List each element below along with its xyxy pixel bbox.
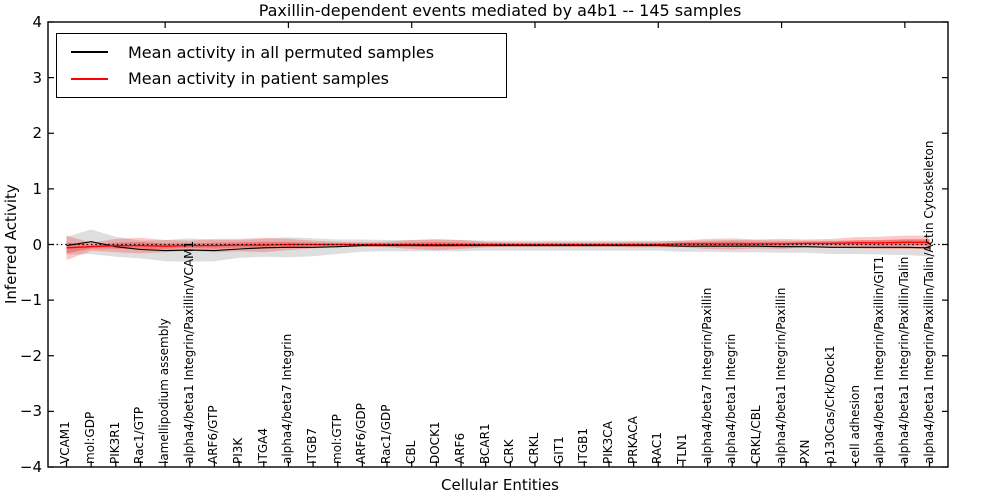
x-tick-label: CRKL/CBL [748, 405, 763, 464]
x-tick-label: ITGB1 [576, 427, 591, 464]
x-tick-label: ARF6/GDP [354, 403, 369, 464]
x-tick-label: cell adhesion [847, 385, 862, 464]
x-tick-label: alpha4/beta1 Integrin/Paxillin/Talin/Act… [921, 140, 936, 464]
x-tick-label: p130Cas/Crk/Dock1 [822, 345, 837, 464]
x-tick-label: CBL [403, 440, 418, 464]
y-tick-label: 0 [32, 235, 42, 254]
x-tick-label: mol:GTP [329, 414, 344, 464]
x-tick-label: Rac1/GTP [132, 406, 147, 464]
x-tick-label: lamellipodium assembly [157, 318, 172, 464]
legend: Mean activity in all permuted samples Me… [56, 33, 507, 98]
x-tick-label: ARF6/GTP [206, 405, 221, 464]
patient-line-swatch [71, 77, 108, 80]
x-tick-label: ARF6 [453, 432, 467, 464]
y-tick-label: −1 [19, 291, 42, 310]
y-tick-label: −3 [19, 402, 42, 421]
x-tick-label: alpha4/beta1 Integrin/Paxillin/GIT1 [872, 255, 887, 464]
x-tick-label: alpha4/beta1 Integrin/Paxillin [773, 287, 788, 464]
y-tick-label: 4 [32, 13, 42, 31]
x-tick-label: alpha4/beta1 Integrin [724, 333, 739, 464]
x-tick-label: GIT1 [551, 436, 566, 464]
y-tick-label: 1 [32, 179, 42, 198]
x-tick-label: Rac1/GDP [379, 404, 394, 464]
x-tick-label: PIK3R1 [107, 421, 122, 464]
permuted-line-swatch [71, 51, 108, 54]
x-tick-label: PI3K [231, 437, 246, 464]
x-tick-label: alpha4/beta7 Integrin/Paxillin [699, 287, 714, 464]
x-tick-label: alpha4/beta1 Integrin/Paxillin/VCAM1 [181, 240, 196, 464]
x-tick-label: CRKL [526, 432, 541, 464]
chart-title: Paxillin-dependent events mediated by a4… [258, 1, 742, 20]
legend-item-permuted: Mean activity in all permuted samples [71, 43, 506, 62]
legend-item-patient: Mean activity in patient samples [71, 69, 506, 88]
x-tick-label: PRKACA [625, 416, 640, 464]
patient-band-inner [66, 239, 930, 254]
x-tick-label: DOCK1 [428, 421, 443, 464]
x-tick-label: PIK3CA [600, 421, 615, 464]
patient-mean-line [66, 241, 930, 249]
y-tick-label: 2 [32, 124, 42, 143]
permuted-mean-line [66, 241, 930, 252]
x-tick-label: mol:GDP [83, 411, 98, 464]
legend-label-patient: Mean activity in patient samples [128, 69, 389, 89]
x-tick-label: TLN1 [674, 433, 689, 464]
y-tick-label: −2 [19, 346, 42, 365]
x-tick-label: alpha4/beta1 Integrin/Paxillin/Talin [896, 256, 911, 464]
x-tick-label: PXN [798, 439, 813, 464]
patient-band-outer [66, 235, 930, 261]
legend-label-permuted: Mean activity in all permuted samples [128, 42, 435, 62]
x-axis-label: Cellular Entities [441, 476, 559, 494]
x-tick-label: alpha4/beta7 Integrin [280, 333, 295, 464]
y-tick-label: −4 [19, 458, 42, 476]
x-tick-label: ITGB7 [305, 427, 320, 464]
x-tick-label: BCAR1 [477, 423, 492, 464]
x-tick-label: CRK [502, 439, 517, 464]
x-tick-label: ITGA4 [255, 427, 270, 464]
x-tick-label: VCAM1 [58, 421, 73, 464]
y-tick-label: 3 [32, 68, 42, 87]
x-tick-label: RAC1 [650, 432, 665, 464]
